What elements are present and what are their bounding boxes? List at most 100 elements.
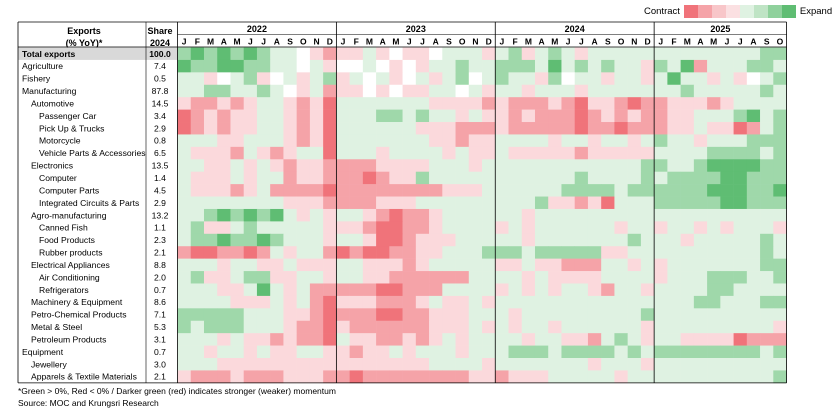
heatmap-cell — [270, 47, 284, 61]
heatmap-cell — [336, 59, 350, 73]
heatmap-cell — [733, 146, 748, 160]
header-share-year: 2024 — [150, 38, 170, 48]
heatmap-cell — [309, 370, 324, 384]
heatmap-cell — [614, 196, 628, 210]
heatmap-cell — [574, 283, 589, 297]
heatmap-cell — [773, 333, 787, 346]
heatmap-cell — [217, 171, 231, 185]
heatmap-cell — [442, 184, 456, 197]
heatmap-cell — [362, 208, 377, 222]
heatmap-cell — [243, 208, 258, 222]
heatmap-cell — [548, 171, 562, 185]
heatmap-cell — [442, 59, 456, 73]
heatmap-cell — [468, 221, 483, 235]
heatmap-cell — [296, 246, 311, 259]
heatmap-cell — [283, 184, 297, 197]
heatmap-cell — [574, 358, 589, 371]
month-header: N — [472, 37, 478, 47]
heatmap-cell — [256, 97, 271, 110]
month-header: M — [392, 37, 399, 47]
heatmap-cell — [230, 171, 244, 185]
heatmap-cell — [402, 122, 417, 135]
heatmap-cell — [190, 84, 205, 98]
heatmap-cell — [760, 258, 774, 272]
heatmap-cell — [760, 159, 774, 172]
heatmap-cell — [270, 271, 284, 284]
heatmap-cell — [614, 109, 628, 123]
heatmap-cell — [309, 258, 324, 272]
heatmap-cell — [773, 109, 787, 123]
heatmap-cell — [376, 370, 390, 384]
heatmap-cell — [720, 196, 734, 210]
heatmap-cell — [627, 358, 642, 371]
heatmap-cell — [640, 134, 655, 148]
heatmap-cell — [601, 308, 615, 322]
heatmap-cell — [773, 358, 787, 371]
heatmap-cell — [508, 109, 523, 123]
heatmap-cell — [680, 134, 695, 148]
row-share: 0.7 — [154, 347, 166, 357]
heatmap-cell — [230, 345, 244, 359]
heatmap-cell — [482, 159, 496, 172]
heatmap-cell — [270, 320, 284, 334]
heatmap-cell — [548, 320, 562, 334]
heatmap-cell — [680, 258, 695, 272]
heatmap-cell — [508, 72, 523, 86]
heatmap-cell — [402, 72, 417, 86]
heatmap-cell — [362, 258, 377, 272]
heatmap-cell — [336, 221, 350, 235]
heatmap-cell — [733, 171, 748, 185]
heatmap-cell — [217, 97, 231, 110]
heatmap-cell — [482, 208, 496, 222]
heatmap-cell — [680, 196, 695, 210]
heatmap-cell — [389, 196, 403, 210]
heatmap-cell — [561, 308, 575, 322]
heatmap-cell — [534, 196, 549, 210]
row-share: 3.1 — [154, 334, 166, 344]
heatmap-cell — [587, 333, 602, 346]
heatmap-cell — [627, 271, 642, 284]
heatmap-cell — [561, 47, 575, 61]
heatmap-cell — [217, 208, 231, 222]
heatmap-cell — [296, 72, 311, 86]
heatmap-cell — [707, 320, 721, 334]
heatmap-cell — [720, 295, 734, 309]
heatmap-cell — [534, 59, 549, 73]
heatmap-cell — [733, 208, 748, 222]
heatmap-cell — [614, 47, 628, 61]
heatmap-cell — [190, 109, 205, 123]
heatmap-cell — [402, 345, 417, 359]
heatmap-cell — [323, 283, 337, 297]
heatmap-cell — [482, 72, 496, 86]
heatmap-cell — [587, 295, 602, 309]
heatmap-cell — [773, 271, 787, 284]
heatmap-cell — [508, 233, 523, 247]
heatmap-cell — [495, 308, 509, 322]
heatmap-cell — [230, 109, 244, 123]
heatmap-cell — [561, 146, 575, 160]
heatmap-cell — [270, 233, 284, 247]
heatmap-cell — [455, 271, 470, 284]
heatmap-cell — [349, 221, 364, 235]
heatmap-cell — [614, 184, 628, 197]
heatmap-cell — [177, 258, 192, 272]
heatmap-cell — [760, 283, 774, 297]
heatmap-cell — [627, 47, 642, 61]
heatmap-cell — [640, 59, 655, 73]
row-label: Vehicle Parts & Accessories — [39, 148, 146, 158]
heatmap-cell — [548, 246, 562, 259]
heatmap-cell — [296, 109, 311, 123]
heatmap-cell — [256, 109, 271, 123]
heatmap-cell — [508, 258, 523, 272]
heatmap-cell — [667, 184, 681, 197]
heatmap-cell — [349, 184, 364, 197]
heatmap-cell — [760, 171, 774, 185]
heatmap-cell — [614, 84, 628, 98]
heatmap-cell — [256, 122, 271, 135]
heatmap-cell — [415, 283, 430, 297]
heatmap-cell — [389, 320, 403, 334]
heatmap-cell — [495, 72, 509, 86]
heatmap-cell — [640, 97, 655, 110]
heatmap-cell — [733, 196, 748, 210]
heatmap-cell — [495, 345, 509, 359]
